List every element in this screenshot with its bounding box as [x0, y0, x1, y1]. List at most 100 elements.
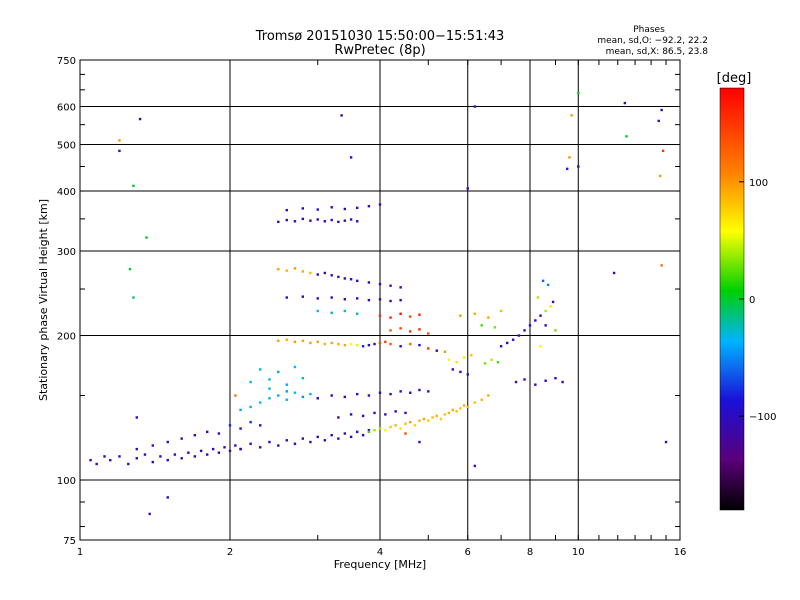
- echo-point: [127, 462, 130, 466]
- echo-point: [473, 464, 477, 468]
- echo-point: [466, 187, 469, 190]
- echo-point: [418, 419, 421, 422]
- echo-point: [660, 108, 663, 112]
- echo-point: [399, 327, 402, 330]
- echo-point: [343, 343, 347, 347]
- echo-point: [447, 411, 451, 415]
- echo-point: [355, 297, 359, 300]
- chart-subtitle: RwPretec (8p): [334, 43, 425, 58]
- echo-point: [166, 496, 169, 499]
- echo-point: [409, 330, 412, 333]
- echo-point: [343, 298, 347, 301]
- echo-point: [367, 281, 371, 284]
- echo-point: [404, 411, 407, 415]
- echo-point: [309, 271, 312, 275]
- echo-point: [349, 435, 353, 439]
- echo-point: [664, 440, 668, 444]
- echo-point: [259, 368, 262, 371]
- echo-point: [389, 299, 392, 303]
- echo-point: [259, 401, 262, 404]
- echo-point: [234, 444, 237, 447]
- echo-point: [293, 220, 297, 223]
- echo-point: [496, 360, 500, 364]
- echo-point: [528, 324, 532, 327]
- echo-point: [239, 408, 242, 412]
- echo-point: [418, 328, 421, 331]
- echo-point: [151, 460, 155, 464]
- echo-point: [427, 332, 430, 335]
- echo-point: [480, 324, 483, 327]
- echo-point: [285, 338, 288, 341]
- echo-point: [277, 444, 280, 447]
- y-axis-ticks: 75 100 200 300 400 500 600 750: [57, 56, 680, 547]
- echo-point: [199, 449, 203, 453]
- echo-point: [301, 376, 305, 380]
- echo-point: [399, 427, 402, 430]
- echo-point: [277, 394, 280, 397]
- echo-point: [389, 342, 392, 346]
- echo-point: [180, 437, 183, 440]
- echo-point: [431, 416, 434, 419]
- echo-point: [389, 316, 392, 319]
- echo-point: [259, 446, 262, 449]
- echo-point: [349, 413, 353, 416]
- echo-point: [544, 379, 547, 382]
- y-tick-label: 500: [57, 141, 76, 152]
- echo-point: [309, 219, 312, 222]
- echo-point: [180, 457, 183, 460]
- x-tick-label: 10: [572, 547, 585, 558]
- echo-point: [343, 207, 347, 211]
- echo-point: [355, 392, 359, 396]
- echo-point: [309, 392, 312, 396]
- echo-point: [323, 271, 327, 275]
- echo-point: [487, 394, 490, 397]
- echo-point: [239, 427, 242, 430]
- echo-point: [378, 282, 382, 286]
- echo-point: [473, 105, 477, 108]
- echo-point: [309, 341, 312, 345]
- echo-point: [323, 342, 327, 346]
- echo-point: [451, 368, 455, 371]
- echo-point: [118, 149, 121, 153]
- echo-point: [490, 358, 493, 362]
- x-tick-label: 6: [465, 547, 471, 558]
- echo-point: [404, 432, 407, 435]
- echo-point: [658, 174, 662, 178]
- echo-point: [355, 343, 359, 347]
- echo-point: [330, 218, 333, 222]
- x-axis-label: Frequency [MHz]: [334, 558, 426, 571]
- echo-point: [337, 437, 340, 440]
- echo-point: [330, 311, 333, 315]
- echo-point: [539, 345, 542, 348]
- echo-point: [470, 353, 473, 357]
- echo-point: [301, 395, 305, 399]
- echo-point: [661, 149, 665, 153]
- echo-point: [151, 444, 155, 447]
- echo-point: [293, 267, 297, 270]
- echo-point: [343, 309, 347, 313]
- echo-point: [367, 204, 371, 208]
- echo-point: [143, 453, 147, 456]
- y-tick-label: 75: [63, 536, 76, 547]
- echo-point: [249, 405, 252, 409]
- colorbar-tick-label: 0: [749, 295, 755, 306]
- echo-point: [466, 405, 469, 409]
- echo-point: [268, 397, 271, 400]
- echo-point: [205, 453, 209, 456]
- echo-point: [89, 458, 92, 462]
- echo-point: [378, 298, 382, 301]
- echo-point: [349, 156, 353, 159]
- echo-point: [435, 414, 438, 418]
- echo-point: [268, 440, 271, 444]
- echo-point: [367, 394, 371, 397]
- echo-point: [427, 390, 430, 393]
- echo-point: [577, 91, 580, 95]
- echo-point: [293, 365, 297, 369]
- echo-point: [389, 425, 392, 429]
- echo-point: [462, 404, 466, 407]
- echo-point: [517, 334, 521, 337]
- echo-point: [384, 429, 387, 432]
- echo-point: [443, 350, 447, 353]
- echo-point: [399, 312, 402, 315]
